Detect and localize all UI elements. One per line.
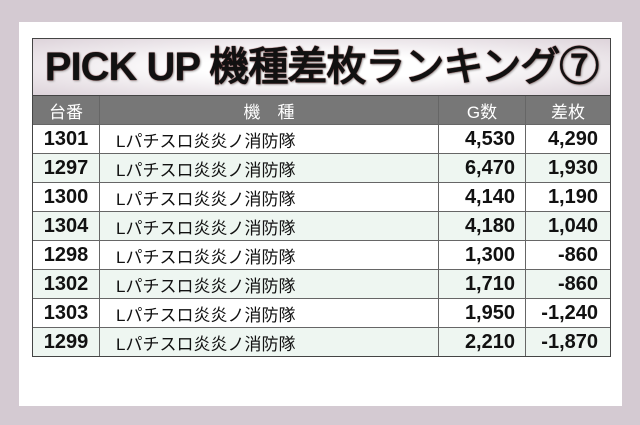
cell-model: Lパチスロ炎炎ノ消防隊 [100, 328, 439, 356]
cell-games: 4,140 [439, 183, 526, 211]
cell-model: Lパチスロ炎炎ノ消防隊 [100, 154, 439, 182]
table-row: 1298 Lパチスロ炎炎ノ消防隊 1,300 -860 [33, 241, 610, 270]
cell-games: 1,710 [439, 270, 526, 298]
cell-diff: -1,870 [541, 330, 598, 353]
cell-model: Lパチスロ炎炎ノ消防隊 [100, 212, 439, 240]
cell-machine-no: 1303 [33, 299, 100, 327]
table-body: 1301 Lパチスロ炎炎ノ消防隊 4,530 4,290 1297 Lパチスロ炎炎ノ消防隊… [33, 125, 610, 356]
cell-model: Lパチスロ炎炎ノ消防隊 [100, 125, 439, 153]
cell-model: Lパチスロ炎炎ノ消防隊 [100, 299, 439, 327]
table-row: 1302 Lパチスロ炎炎ノ消防隊 1,710 -860 [33, 270, 610, 299]
header-games: G数 [439, 96, 526, 124]
cell-machine-no: 1300 [33, 183, 100, 211]
table-row: 1303 Lパチスロ炎炎ノ消防隊 1,950 -1,240 [33, 299, 610, 328]
table-header: 台番 機 種 G数 差枚 [33, 96, 610, 125]
cell-games: 1,300 [439, 241, 526, 269]
cell-games: 1,950 [439, 299, 526, 327]
cell-games: 4,180 [439, 212, 526, 240]
cell-diff: 1,040 [547, 214, 598, 237]
table-row: 1297 Lパチスロ炎炎ノ消防隊 6,470 1,930 [33, 154, 610, 183]
cell-diff: -860 [557, 272, 598, 295]
header-machine-no: 台番 [33, 96, 100, 124]
cell-model: Lパチスロ炎炎ノ消防隊 [100, 270, 439, 298]
cell-machine-no: 1297 [33, 154, 100, 182]
cell-games: 2,210 [439, 328, 526, 356]
ranking-table: PICK UP 機種差枚ランキング⑦ 台番 機 種 G数 差枚 1301 Lパチス… [32, 38, 611, 357]
cell-model: Lパチスロ炎炎ノ消防隊 [100, 241, 439, 269]
cell-diff: 1,190 [547, 185, 598, 208]
table-row: 1301 Lパチスロ炎炎ノ消防隊 4,530 4,290 [33, 125, 610, 154]
table-row: 1300 Lパチスロ炎炎ノ消防隊 4,140 1,190 [33, 183, 610, 212]
cell-machine-no: 1302 [33, 270, 100, 298]
header-model: 機 種 [100, 96, 439, 124]
cell-diff: 4,290 [547, 127, 598, 150]
table-row: 1304 Lパチスロ炎炎ノ消防隊 4,180 1,040 [33, 212, 610, 241]
cell-diff: -1,240 [541, 301, 598, 324]
cell-machine-no: 1299 [33, 328, 100, 356]
cell-machine-no: 1298 [33, 241, 100, 269]
cell-games: 6,470 [439, 154, 526, 182]
table-row: 1299 Lパチスロ炎炎ノ消防隊 2,210 -1,870 [33, 328, 610, 356]
cell-diff: -860 [557, 243, 598, 266]
cell-diff: 1,930 [547, 156, 598, 179]
page-title: PICK UP 機種差枚ランキング⑦ [33, 39, 610, 96]
cell-games: 4,530 [439, 125, 526, 153]
cell-model: Lパチスロ炎炎ノ消防隊 [100, 183, 439, 211]
header-diff: 差枚 [551, 102, 585, 122]
cell-machine-no: 1301 [33, 125, 100, 153]
cell-machine-no: 1304 [33, 212, 100, 240]
